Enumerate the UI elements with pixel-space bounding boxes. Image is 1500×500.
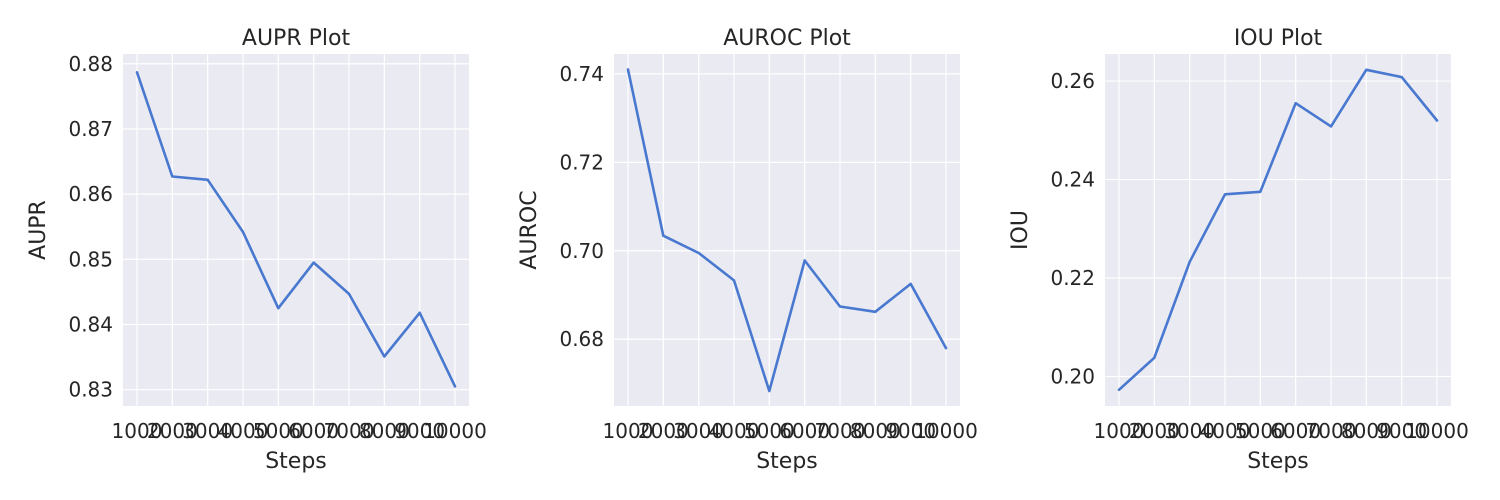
chart-title: AUROC Plot [723,26,851,51]
series-line-1 [135,71,457,388]
chart-title: AUPR Plot [242,26,351,51]
x-tick-label: 7000 [815,419,866,443]
y-tick-label: 0.88 [68,52,113,76]
y-axis-label: AUPR [26,200,51,260]
x-tick-label: 6000 [288,419,339,443]
series-line-1 [1117,68,1439,392]
series-line-1 [626,68,948,393]
x-tick-label: 7000 [1306,419,1357,443]
x-axis-label: Steps [265,449,327,474]
x-tick-label: 3000 [673,419,724,443]
plot-area [1105,54,1451,406]
chart-panel-1: 0.83 0.84 0.85 0.86 0.87 0.88 1000200030004000… [26,26,487,474]
x-tick-label: 4000 [1200,419,1251,443]
x-tick-label: 5000 [253,419,304,443]
y-tick-label: 0.24 [1050,168,1095,192]
y-tick-label: 0.83 [68,378,113,402]
x-tick-label: 6000 [1270,419,1321,443]
y-tick-label: 0.26 [1050,69,1095,93]
x-tick-label: 10000 [1405,419,1469,443]
y-tick-label: 0.86 [68,182,113,206]
x-tick-label: 1000 [1094,419,1145,443]
x-tick-label: 3000 [1164,419,1215,443]
x-tick-label: 5000 [744,419,795,443]
x-axis-label: Steps [756,449,818,474]
chart-title: IOU Plot [1234,26,1323,51]
plot-area [614,54,960,406]
x-tick-label: 3000 [182,419,233,443]
y-tick-label: 0.72 [559,150,604,174]
x-tick-label: 1000 [603,419,654,443]
x-tick-label: 6000 [779,419,830,443]
y-tick-label: 0.70 [559,239,604,263]
y-tick-label: 0.84 [68,313,113,337]
y-tick-label: 0.85 [68,247,113,271]
x-tick-label: 8000 [359,419,410,443]
y-axis-label: IOU [1008,210,1033,250]
x-tick-label: 5000 [1235,419,1286,443]
x-tick-label: 2000 [147,419,198,443]
chart-panel-2: 0.68 0.70 0.72 0.74 100020003000400050006000… [517,26,978,474]
y-tick-label: 0.20 [1050,364,1095,388]
x-tick-label: 4000 [709,419,760,443]
x-tick-label: 2000 [1129,419,1180,443]
x-tick-label: 9000 [885,419,936,443]
x-tick-label: 10000 [423,419,487,443]
chart-panel-3: 0.20 0.22 0.24 0.26 100020003000400050006000… [1008,26,1469,474]
x-tick-label: 8000 [850,419,901,443]
x-tick-label: 8000 [1341,419,1392,443]
y-tick-label: 0.68 [559,327,604,351]
y-tick-label: 0.87 [68,117,113,141]
y-axis-label: AUROC [517,190,542,269]
plot-area [123,54,469,406]
x-tick-label: 4000 [218,419,269,443]
y-tick-label: 0.74 [559,62,604,86]
x-tick-label: 7000 [324,419,375,443]
y-tick-label: 0.22 [1050,266,1095,290]
x-axis-label: Steps [1247,449,1309,474]
x-tick-label: 10000 [914,419,978,443]
x-tick-label: 2000 [638,419,689,443]
x-tick-label: 9000 [394,419,445,443]
x-tick-label: 9000 [1376,419,1427,443]
x-tick-label: 1000 [112,419,163,443]
